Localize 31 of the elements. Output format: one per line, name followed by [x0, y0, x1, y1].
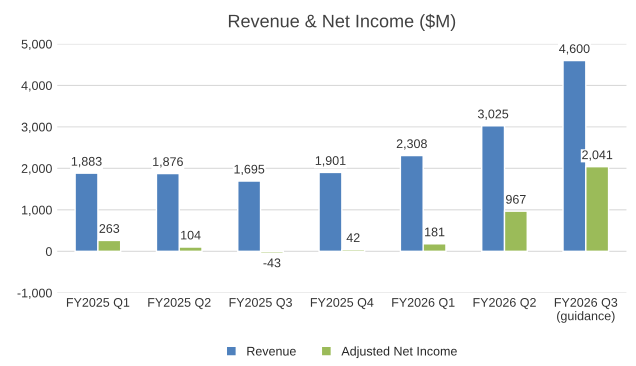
data-label: 1,901 [316, 156, 346, 166]
y-tick-label: 5,000 [22, 40, 52, 50]
y-tick-label: 0 [46, 247, 52, 256]
x-tick-label: FY2026 Q2 [474, 298, 536, 310]
y-tick-label: 1,000 [22, 206, 52, 216]
x-tick-label: FY2025 Q1 [66, 298, 130, 310]
x-tick-label: FY2026 Q3 (guidance) [554, 298, 618, 323]
data-label: 42 [346, 233, 360, 242]
data-label: 967 [506, 194, 526, 204]
y-tick-label: -1,000 [17, 288, 52, 299]
x-tick-label: FY2025 Q3 [230, 298, 292, 310]
data-label: 1,695 [234, 164, 264, 176]
y-tick-label: 4,000 [21, 81, 52, 92]
data-label: 4,600 [559, 44, 590, 55]
y-tick-label: 2,000 [22, 164, 52, 174]
data-label: 3,025 [478, 110, 508, 120]
data-label: 181 [425, 228, 444, 236]
legend-label: Adjusted Net Income [341, 346, 457, 358]
data-label: -43 [263, 258, 280, 268]
x-tick-label: FY2025 Q2 [148, 298, 211, 310]
y-tick-label: 3,000 [22, 122, 52, 134]
data-label: 2,308 [396, 139, 427, 150]
data-label: 2,041 [582, 150, 612, 161]
x-tick-label: FY2025 Q4 [310, 298, 374, 310]
data-label: 263 [99, 224, 120, 233]
legend-label: Revenue [247, 346, 296, 356]
data-label: 104 [181, 230, 201, 240]
data-label: 1,883 [72, 156, 102, 168]
x-tick-label: FY2026 Q1 [392, 298, 455, 310]
data-label: 1,876 [153, 157, 183, 168]
chart-title: Revenue & Net Income ($M) [228, 14, 456, 31]
